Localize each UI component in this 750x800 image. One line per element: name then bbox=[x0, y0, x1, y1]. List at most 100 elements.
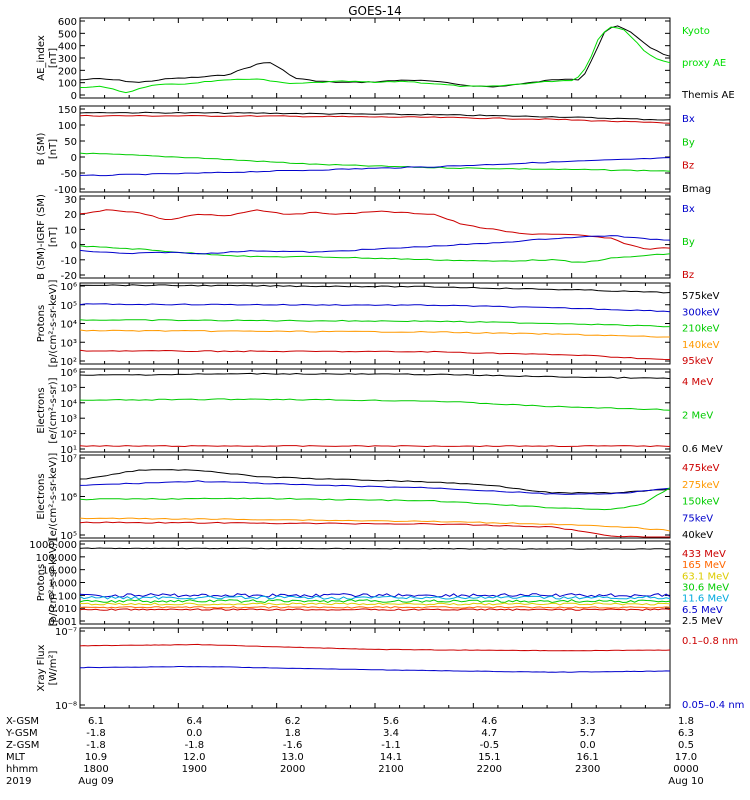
ephem-cell: 2000 bbox=[280, 764, 305, 775]
ytick-label: 10.000 bbox=[42, 566, 77, 577]
ylabel: Electrons bbox=[36, 387, 47, 433]
ephem-row-label: X-GSM bbox=[6, 716, 39, 727]
legend-label: 475keV bbox=[682, 463, 720, 474]
ephem-cell: 0.5 bbox=[678, 740, 694, 751]
ytick-label: 0 bbox=[71, 153, 77, 164]
series-line bbox=[79, 303, 671, 313]
ytick-label: 10⁴ bbox=[60, 399, 77, 410]
ephem-cell: -1.8 bbox=[86, 728, 106, 739]
ytick-label: 50 bbox=[64, 137, 77, 148]
legend-label: 75keV bbox=[682, 513, 713, 524]
ephem-cell: 2200 bbox=[477, 764, 502, 775]
legend-label: Bz bbox=[682, 161, 694, 172]
panel-frame bbox=[79, 368, 671, 453]
ephem-row-label: Y-GSM bbox=[5, 728, 38, 739]
legend-label: 165 MeV bbox=[682, 560, 726, 571]
ylabel: B (SM)-IGRF (SM) bbox=[36, 194, 47, 280]
ytick-label: 100 bbox=[58, 79, 77, 90]
legend-label: 6.5 MeV bbox=[682, 605, 723, 616]
ylabel: [p/(cm²-s-sr-keV)] bbox=[48, 280, 59, 368]
ytick-label: 0 bbox=[71, 241, 77, 252]
ytick-label: 30 bbox=[64, 195, 77, 206]
panel-frame bbox=[79, 627, 671, 709]
ytick-label: 10⁻⁸ bbox=[55, 701, 77, 712]
series-line bbox=[79, 487, 671, 511]
legend-label: By bbox=[682, 237, 695, 248]
series-line bbox=[79, 547, 671, 550]
ephem-cell: 3.3 bbox=[580, 716, 596, 727]
ytick-label: 0.010 bbox=[48, 604, 77, 615]
ytick-label: -50 bbox=[61, 169, 77, 180]
ephem-cell: 3.4 bbox=[383, 728, 399, 739]
legend-label: Bz bbox=[682, 270, 694, 281]
legend-label: 0.05–0.4 nm bbox=[682, 700, 744, 711]
legend-label: Themis AE bbox=[681, 90, 735, 101]
ephem-cell: Aug 10 bbox=[668, 776, 703, 787]
ylabel: [nT] bbox=[48, 139, 59, 159]
panel-5: 10⁶ 10⁵ 10⁴ 10³ 10² 10¹ Electrons [e/(cm²-s-sr)… bbox=[36, 368, 723, 456]
series-line bbox=[79, 114, 671, 124]
series-line bbox=[79, 319, 671, 328]
legend-label: Bx bbox=[682, 114, 695, 125]
ytick-label: 10⁶ bbox=[60, 493, 77, 504]
ytick-label: 10⁶ bbox=[60, 282, 77, 293]
ytick-label: 0 bbox=[71, 91, 77, 102]
ephem-cell: 17.0 bbox=[675, 752, 697, 763]
legend-label: 140keV bbox=[682, 340, 720, 351]
ytick-label: 10⁴ bbox=[60, 320, 77, 331]
panel-frame bbox=[79, 105, 671, 193]
series-line bbox=[79, 111, 671, 121]
ytick-label: 10² bbox=[60, 357, 77, 368]
legend-label: 275keV bbox=[682, 480, 720, 491]
series-line bbox=[80, 666, 671, 673]
ytick-label: 200 bbox=[58, 66, 77, 77]
ephem-cell: 4.6 bbox=[481, 716, 497, 727]
ephem-cell: 0000 bbox=[673, 764, 698, 775]
ephem-cell: 6.2 bbox=[285, 716, 301, 727]
ylabel: Protons bbox=[36, 305, 47, 342]
legend-label: 63.1 MeV bbox=[682, 571, 729, 582]
panel-6: 10⁷ 10⁶ 10⁵ Electrons [e/(cm²-s-sr-keV)] 475k… bbox=[36, 453, 720, 542]
ylabel: Protons bbox=[36, 564, 47, 601]
ephem-cell: 16.1 bbox=[577, 752, 599, 763]
panel-frame bbox=[79, 540, 671, 625]
legend-label: proxy AE bbox=[682, 58, 726, 69]
ylabel: [e/(cm²-s-sr)] bbox=[48, 377, 59, 443]
legend-label: 0.6 MeV bbox=[682, 444, 723, 455]
ephem-row-label: hhmm bbox=[6, 764, 38, 775]
series-line bbox=[79, 606, 671, 609]
legend-label: Kyoto bbox=[682, 26, 710, 37]
series-line bbox=[79, 284, 671, 294]
ephem-cell: -1.6 bbox=[283, 740, 303, 751]
ephem-cell: 4.7 bbox=[481, 728, 497, 739]
legend-label: 11.6 MeV bbox=[682, 594, 729, 605]
ephem-cell: 0.0 bbox=[580, 740, 596, 751]
ytick-label: -10 bbox=[61, 256, 77, 267]
panel-7: 1000.000 100.000 10.000 1.0000.100 0.010 0.00… bbox=[29, 539, 729, 628]
series-line bbox=[79, 372, 671, 380]
ylabel: Electrons bbox=[36, 473, 47, 519]
ephem-row-label: 2019 bbox=[6, 776, 31, 787]
ephem-cell: Aug 09 bbox=[78, 776, 113, 787]
series-line bbox=[79, 517, 671, 532]
ytick-label: 10² bbox=[60, 430, 77, 441]
ephem-row-label: Z-GSM bbox=[6, 740, 39, 751]
ytick-label: 100.000 bbox=[36, 553, 77, 564]
series-line bbox=[79, 152, 671, 172]
legend-label: 30.6 MeV bbox=[682, 583, 729, 594]
ytick-label: 10 bbox=[64, 225, 77, 236]
panel-frame bbox=[79, 17, 671, 99]
ephem-cell: 6.4 bbox=[186, 716, 202, 727]
series-line bbox=[79, 643, 671, 652]
ytick-label: 10⁶ bbox=[60, 368, 77, 379]
series-line bbox=[79, 349, 671, 360]
ephem-cell: 6.1 bbox=[88, 716, 104, 727]
ephem-cell: -0.5 bbox=[480, 740, 500, 751]
panel-8: 10⁻⁷ 10⁻⁸ Xray Flux [W/m²] 0.1–0.8 nm 0.05–0.… bbox=[36, 627, 744, 712]
ytick-label: 20 bbox=[64, 210, 77, 221]
series-line bbox=[79, 595, 671, 600]
ytick-label: 100 bbox=[58, 121, 77, 132]
ephem-cell: 5.7 bbox=[580, 728, 596, 739]
